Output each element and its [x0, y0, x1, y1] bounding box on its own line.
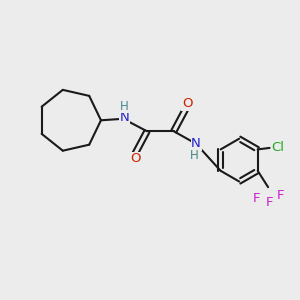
Text: Cl: Cl	[272, 141, 284, 154]
Text: N: N	[120, 111, 130, 124]
Text: O: O	[182, 97, 192, 110]
Text: H: H	[120, 100, 129, 113]
Text: F: F	[277, 189, 284, 202]
Text: H: H	[190, 148, 199, 162]
Text: F: F	[253, 192, 261, 205]
Text: O: O	[130, 152, 140, 165]
Text: F: F	[266, 196, 273, 209]
Text: N: N	[191, 137, 201, 150]
